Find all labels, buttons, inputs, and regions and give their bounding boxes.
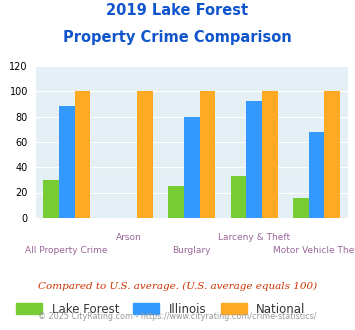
Bar [262,91,278,218]
Text: Burglary: Burglary [173,246,211,255]
Text: Property Crime Comparison: Property Crime Comparison [63,30,292,45]
Bar [59,107,75,218]
Bar [246,101,262,218]
Bar [75,91,90,218]
Bar [309,132,324,218]
Bar [168,186,184,218]
Bar [324,91,340,218]
Text: Compared to U.S. average. (U.S. average equals 100): Compared to U.S. average. (U.S. average … [38,282,317,291]
Bar [293,198,309,218]
Text: © 2025 CityRating.com - https://www.cityrating.com/crime-statistics/: © 2025 CityRating.com - https://www.city… [38,312,317,321]
Bar [231,176,246,218]
Bar [184,116,200,218]
Text: All Property Crime: All Property Crime [26,246,108,255]
Text: 2019 Lake Forest: 2019 Lake Forest [106,3,248,18]
Text: Arson: Arson [116,233,142,242]
Legend: Lake Forest, Illinois, National: Lake Forest, Illinois, National [16,303,306,315]
Bar [137,91,153,218]
Bar [43,180,59,218]
Bar [200,91,215,218]
Text: Larceny & Theft: Larceny & Theft [218,233,290,242]
Text: Motor Vehicle Theft: Motor Vehicle Theft [273,246,355,255]
